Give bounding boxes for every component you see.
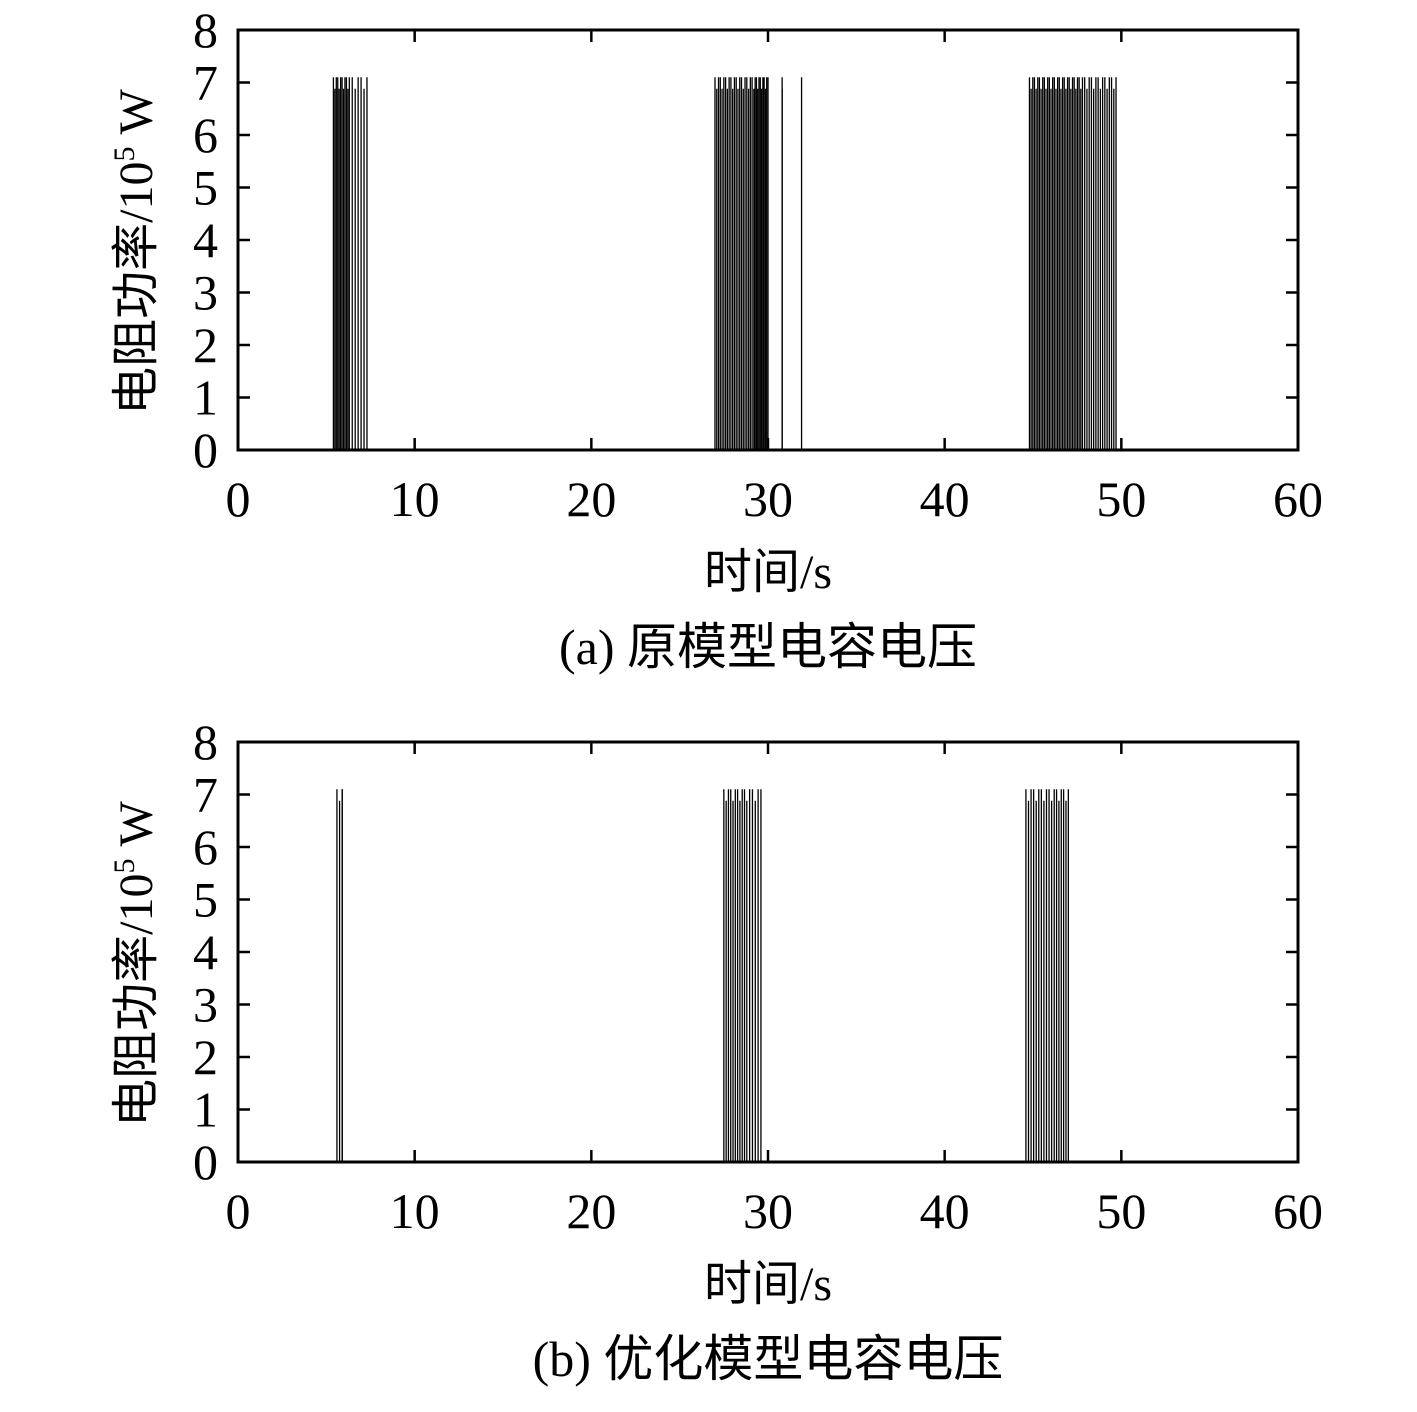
chartb-caption: (b) 优化模型电容电压 bbox=[533, 1331, 1004, 1387]
charta-ytick-label: 4 bbox=[193, 212, 218, 268]
chartb-xtick-label: 20 bbox=[566, 1183, 616, 1239]
charta-xtick-label: 50 bbox=[1096, 471, 1146, 527]
chartb-x-axis-label: 时间/s bbox=[704, 1258, 832, 1311]
chartb-ytick-label: 4 bbox=[193, 924, 218, 980]
charta-ytick-label: 2 bbox=[193, 317, 218, 373]
chartb-xtick-label: 30 bbox=[743, 1183, 793, 1239]
chartb-ytick-label: 2 bbox=[193, 1029, 218, 1085]
charta-spikes bbox=[332, 77, 1117, 450]
chartb-y-axis-label-main: 电阻功率/10 bbox=[110, 873, 163, 1126]
charta-xtick-label: 30 bbox=[743, 471, 793, 527]
charta-ytick-label: 7 bbox=[193, 55, 218, 111]
charta-ytick-label: 0 bbox=[193, 422, 218, 478]
charta-xtick-label: 60 bbox=[1273, 471, 1323, 527]
charta-ytick-label: 6 bbox=[193, 107, 218, 163]
chartb-ytick-label: 8 bbox=[193, 714, 218, 770]
chartb-spikes bbox=[336, 789, 1069, 1162]
charta-y-axis-label: 电阻功率/105 W bbox=[108, 88, 163, 414]
chartb-xtick-label: 50 bbox=[1096, 1183, 1146, 1239]
chartb-ytick-label: 1 bbox=[193, 1082, 218, 1138]
charta-ytick-label: 3 bbox=[193, 265, 218, 321]
chartb-ytick-label: 6 bbox=[193, 819, 218, 875]
chartb-xtick-label: 40 bbox=[920, 1183, 970, 1239]
charta-ytick-label: 5 bbox=[193, 160, 218, 216]
charta-xtick-label: 20 bbox=[566, 471, 616, 527]
chartb-xtick-label: 60 bbox=[1273, 1183, 1323, 1239]
charta-xtick-label: 40 bbox=[920, 471, 970, 527]
chartb-plot-frame bbox=[236, 740, 1300, 1164]
chartb-xtick-label: 0 bbox=[226, 1183, 251, 1239]
charta-x-axis-label: 时间/s bbox=[704, 546, 832, 599]
charta-xtick-label: 0 bbox=[226, 471, 251, 527]
chartb-ytick-label: 0 bbox=[193, 1134, 218, 1190]
chartb-xtick-label: 10 bbox=[390, 1183, 440, 1239]
charta-y-axis-label-main: 电阻功率/10 bbox=[110, 161, 163, 414]
charta-y-axis-label-unit: W bbox=[110, 88, 163, 146]
charta-xtick-label: 10 bbox=[390, 471, 440, 527]
chart-panel-a: 0 1 2 3 4 5 6 7 8 0 10 20 30 40 50 60 时间/s 电阻功率/105 W (a) … bbox=[0, 0, 1417, 700]
charta-y-axis-label-exponent: 5 bbox=[108, 146, 141, 161]
chartb-y-axis-label: 电阻功率/105 W bbox=[108, 800, 163, 1126]
charta-ytick-label: 8 bbox=[193, 2, 218, 58]
chartb-ytick-label: 5 bbox=[193, 872, 218, 928]
charta-ytick-label: 1 bbox=[193, 370, 218, 426]
chartb-ytick-label: 3 bbox=[193, 977, 218, 1033]
chart-panel-b: 0 1 2 3 4 5 6 7 8 0 10 20 30 40 50 60 时间/s 电阻功率/105 W (b) … bbox=[0, 712, 1417, 1412]
chartb-ytick-label: 7 bbox=[193, 767, 218, 823]
chartb-y-axis-label-exponent: 5 bbox=[108, 858, 141, 873]
charta-caption: (a) 原模型电容电压 bbox=[559, 619, 977, 675]
chartb-y-axis-label-unit: W bbox=[110, 800, 163, 858]
